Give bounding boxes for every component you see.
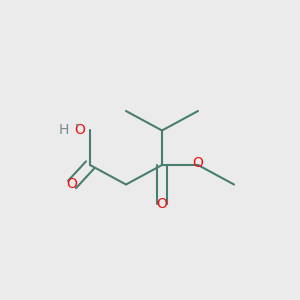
Text: O: O [157,197,167,211]
Text: O: O [75,124,86,137]
Text: ·: · [74,117,80,136]
Text: O: O [67,178,77,191]
Text: H: H [58,124,69,137]
Text: O: O [193,157,203,170]
